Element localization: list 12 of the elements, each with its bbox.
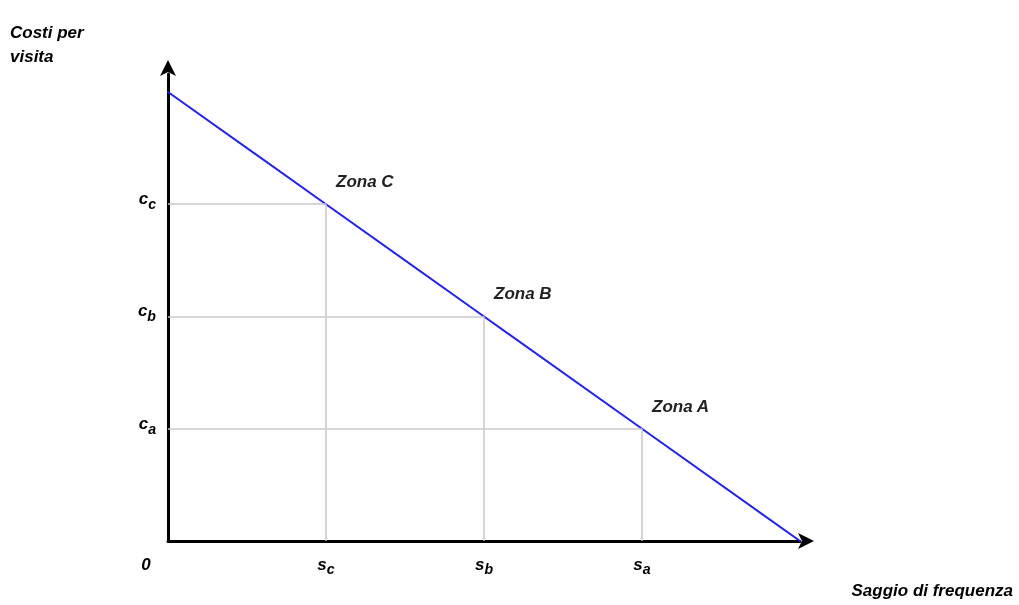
x-tick-label: s$_{b}$ [474,555,494,580]
ref-line-label: c$_{c}$ [138,189,156,214]
x-tick-label: s$_{c}$ [317,555,335,580]
annotation: Zona B [494,284,552,305]
ref-line-label: c$_{b}$ [137,301,156,327]
annotation: Zona A [652,396,709,417]
x-tick-label: s$_{a}$ [633,555,651,580]
x-tick-label: 0 [141,555,151,575]
ref-line-label: c$_{a}$ [138,414,156,439]
y-axis-title: Costi per visita [10,22,89,66]
x-axis-title: Saggio di frequenza [851,581,1014,600]
annotation: Zona C [336,172,394,193]
